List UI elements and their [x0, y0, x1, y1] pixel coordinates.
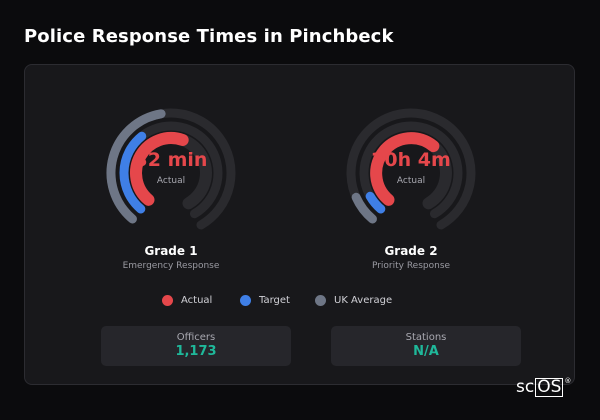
gauge-grade-2: 20h 4m Actual	[346, 108, 476, 230]
legend-swatch-actual	[162, 294, 173, 306]
gauge-center-value: 20h 4m	[371, 149, 451, 171]
gauge-center-label: Actual	[397, 176, 425, 186]
chart-legend: Actual Target UK Average	[0, 292, 600, 308]
gauge-subtitle-grade-1: Emergency Response	[122, 261, 220, 271]
gauge-arc-actual	[370, 132, 440, 206]
legend-swatch-uk-average	[315, 294, 326, 306]
gauge-center-value: 32 min	[135, 149, 208, 171]
legend-item-actual: Actual	[162, 292, 212, 308]
gauge-grade-1: 32 min Actual	[106, 108, 236, 230]
stat-card-stations: Stations N/A	[331, 326, 521, 366]
logo-box: OS	[535, 376, 564, 397]
gauge-center-label: Actual	[157, 176, 185, 186]
legend-item-target: Target	[240, 292, 290, 308]
gauge-arc-uk-average	[106, 109, 166, 224]
stat-value-stations: N/A	[413, 344, 439, 359]
legend-label-actual: Actual	[181, 294, 213, 306]
page-title: Police Response Times in Pinchbeck	[24, 26, 394, 47]
legend-item-uk-average: UK Average	[315, 292, 392, 308]
gauge-arc-target	[365, 191, 386, 214]
gauge-track-target	[359, 121, 463, 219]
logo-prefix: sc	[516, 377, 535, 397]
legend-label-uk-average: UK Average	[334, 294, 393, 306]
scos-logo: sc OS ®	[516, 377, 571, 397]
gauge-arc-actual	[130, 132, 189, 206]
stat-card-officers: Officers 1,173	[101, 326, 291, 366]
legend-swatch-target	[240, 294, 251, 306]
logo-registered-mark: ®	[564, 377, 572, 385]
gauge-track-uk-average	[346, 108, 476, 230]
gauge-subtitle-grade-2: Priority Response	[371, 261, 451, 271]
stat-value-officers: 1,173	[175, 344, 217, 359]
gauge-title-grade-2: Grade 2	[384, 244, 438, 258]
stat-label-officers: Officers	[176, 332, 216, 343]
gauge-arc-uk-average	[351, 192, 377, 224]
gauge-arc-target	[119, 131, 147, 214]
legend-label-target: Target	[259, 294, 290, 306]
stat-label-stations: Stations	[405, 332, 447, 343]
gauge-title-grade-1: Grade 1	[144, 244, 198, 258]
